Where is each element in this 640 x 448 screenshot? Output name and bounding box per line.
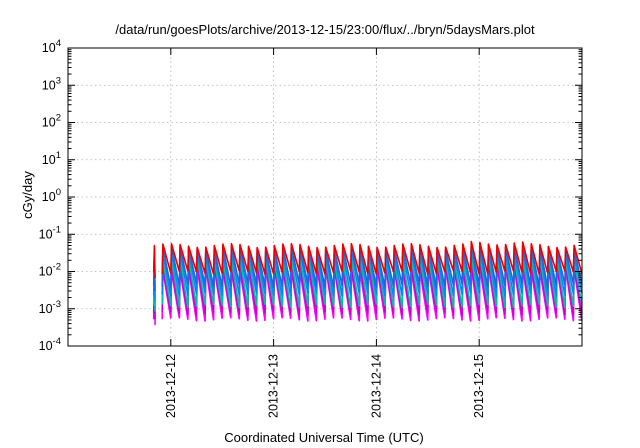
y-tick-exponent: -1 xyxy=(53,224,61,235)
y-tick-label: 104 xyxy=(42,38,61,55)
x-axis-label: Coordinated Universal Time (UTC) xyxy=(224,430,423,445)
y-tick-exponent: -4 xyxy=(53,336,61,347)
axes: 10-410-310-210-11001011021031042013-12-1… xyxy=(39,38,582,418)
y-tick-label: 10-4 xyxy=(39,336,61,353)
y-tick-label: 101 xyxy=(42,150,61,167)
y-tick-base: 10 xyxy=(42,190,56,204)
y-tick-exponent: -2 xyxy=(53,262,61,273)
series-layer xyxy=(152,240,583,326)
y-tick-exponent: 1 xyxy=(56,150,61,161)
y-axis-label: cGy/day xyxy=(20,171,35,219)
x-tick-label: 2013-12-15 xyxy=(472,354,486,418)
chart-title: /data/run/goesPlots/archive/2013-12-15/2… xyxy=(115,22,535,37)
y-tick-base: 10 xyxy=(42,41,56,55)
y-tick-base: 10 xyxy=(39,339,53,353)
y-tick-base: 10 xyxy=(39,227,53,241)
y-tick-exponent: 2 xyxy=(56,113,61,124)
y-tick-exponent: 4 xyxy=(56,38,61,49)
y-tick-exponent: 0 xyxy=(56,187,61,198)
y-tick-base: 10 xyxy=(42,153,56,167)
y-tick-label: 102 xyxy=(42,113,61,130)
y-tick-base: 10 xyxy=(39,265,53,279)
y-tick-exponent: -3 xyxy=(53,299,61,310)
y-tick-base: 10 xyxy=(39,302,53,316)
y-tick-label: 10-3 xyxy=(39,299,61,316)
x-tick-label: 2013-12-13 xyxy=(267,354,281,418)
y-tick-label: 10-1 xyxy=(39,224,61,241)
series-line xyxy=(152,240,583,279)
y-tick-exponent: 3 xyxy=(56,75,61,86)
y-tick-base: 10 xyxy=(42,78,56,92)
x-tick-label: 2013-12-14 xyxy=(369,354,383,418)
y-tick-label: 10-2 xyxy=(39,262,61,279)
x-tick-label: 2013-12-12 xyxy=(164,354,178,418)
y-tick-label: 100 xyxy=(42,187,61,204)
y-tick-label: 103 xyxy=(42,75,61,92)
y-tick-base: 10 xyxy=(42,116,56,130)
